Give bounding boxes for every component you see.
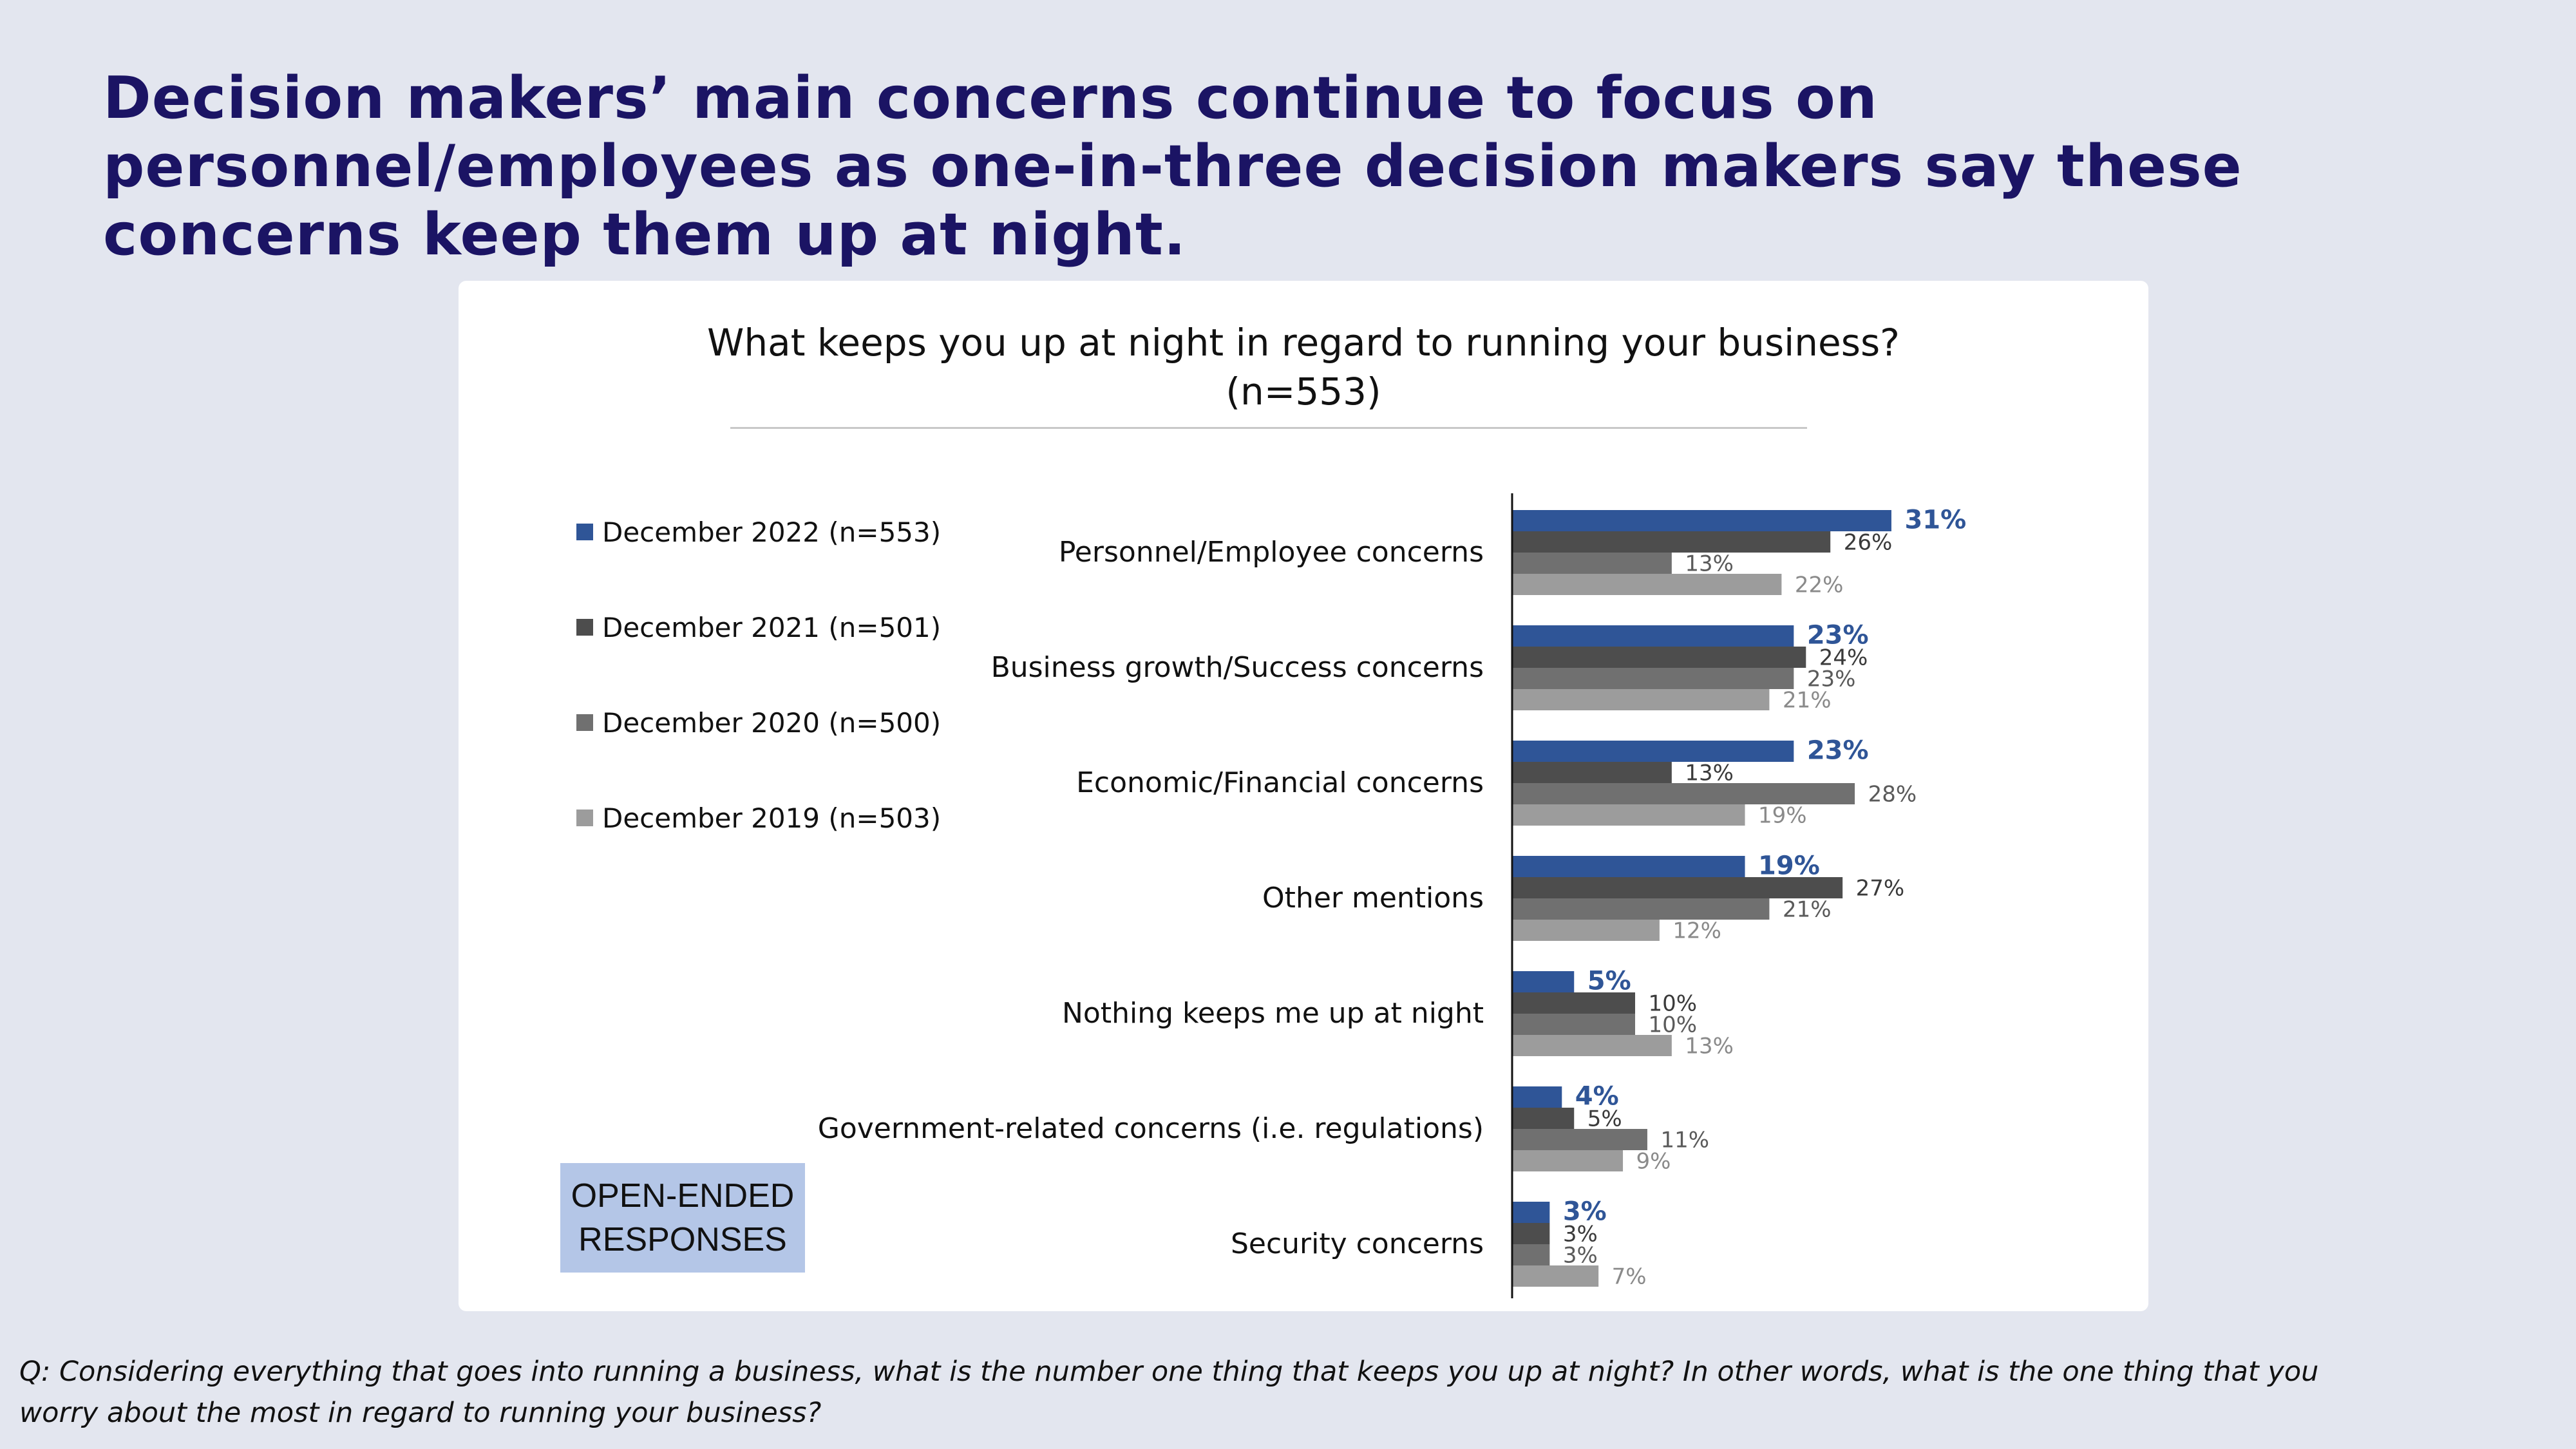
bar [1513, 1035, 1672, 1056]
bar [1513, 971, 1575, 992]
data-label: 13% [1685, 1034, 1734, 1059]
legend-item: December 2020 (n=500) [576, 707, 941, 739]
bar [1513, 647, 1806, 668]
data-label: 13% [1685, 551, 1734, 577]
data-label: 5% [1587, 967, 1631, 996]
legend-swatch [576, 714, 593, 731]
bar [1513, 1086, 1562, 1108]
bar [1513, 1150, 1624, 1171]
data-label: 13% [1685, 761, 1734, 786]
question-footnote: Q: Considering everything that goes into… [19, 1356, 2319, 1429]
bar [1513, 1129, 1647, 1150]
data-label: 5% [1587, 1106, 1622, 1132]
bar [1513, 783, 1855, 804]
legend-item: December 2021 (n=501) [576, 612, 941, 644]
bar [1513, 531, 1831, 553]
data-label: 27% [1856, 876, 1905, 902]
data-label: 11% [1660, 1128, 1709, 1153]
bar [1513, 553, 1672, 574]
category-label: Economic/Financial concerns [1076, 766, 1484, 799]
legend-item: December 2022 (n=553) [576, 516, 941, 549]
legend-label: December 2019 (n=503) [602, 802, 942, 834]
bar [1513, 1244, 1550, 1265]
data-label: 24% [1819, 645, 1868, 671]
data-label: 28% [1868, 782, 1917, 808]
chart-title-block: What keeps you up at night in regard to … [459, 318, 2148, 416]
data-label: 19% [1758, 803, 1807, 829]
data-label: 23% [1807, 736, 1869, 766]
legend-label: December 2021 (n=501) [602, 612, 942, 643]
bar [1513, 625, 1794, 647]
bar [1513, 574, 1782, 595]
data-label: 23% [1807, 621, 1869, 650]
chart-card: What keeps you up at night in regard to … [459, 281, 2148, 1311]
badge-line-1: OPEN-ENDED [571, 1177, 795, 1215]
bar [1513, 668, 1794, 689]
data-label: 21% [1783, 688, 1832, 714]
bar [1513, 762, 1672, 783]
chart-title: What keeps you up at night in regard to … [707, 321, 1900, 365]
data-label: 26% [1844, 530, 1893, 556]
legend-swatch [576, 524, 593, 540]
legend-swatch [576, 810, 593, 826]
data-label: 23% [1807, 667, 1856, 692]
data-label: 21% [1783, 897, 1832, 923]
category-labels: Personnel/Employee concerns Business grow… [459, 281, 1484, 1311]
data-label: 3% [1563, 1222, 1598, 1247]
data-label: 3% [1563, 1197, 1607, 1227]
category-label: Security concerns [1230, 1227, 1484, 1260]
bar [1513, 804, 1745, 826]
bar [1513, 1223, 1550, 1244]
data-label: 31% [1904, 506, 1966, 535]
data-label: 22% [1795, 573, 1844, 598]
bar-chart-plot: 31%26%13%22%23%24%23%21%23%13%28%19%19%2… [1511, 493, 1966, 1298]
data-label: 10% [1649, 991, 1698, 1017]
bar [1513, 1108, 1575, 1129]
category-label: Government-related concerns (i.e. regula… [817, 1112, 1484, 1145]
bar [1513, 1014, 1635, 1035]
bar [1513, 856, 1745, 877]
bar [1513, 877, 1843, 898]
bar [1513, 741, 1794, 762]
category-label: Business growth/Success concerns [990, 651, 1484, 684]
data-label: 3% [1563, 1243, 1598, 1269]
data-label: 9% [1636, 1149, 1671, 1175]
data-label: 4% [1575, 1082, 1619, 1112]
legend-swatch [576, 619, 593, 636]
bar [1513, 510, 1891, 531]
bar [1513, 992, 1635, 1014]
badge-line-2: RESPONSES [578, 1221, 787, 1258]
legend-label: December 2020 (n=500) [602, 707, 942, 739]
bar [1513, 898, 1770, 920]
open-ended-badge: OPEN-ENDED RESPONSES [560, 1163, 805, 1273]
data-label: 7% [1612, 1264, 1647, 1290]
data-label: 12% [1672, 918, 1721, 944]
chart-subtitle: (n=553) [1226, 370, 1381, 413]
legend-label: December 2022 (n=553) [602, 516, 942, 548]
legend-item: December 2019 (n=503) [576, 802, 941, 835]
title-divider [730, 427, 1807, 429]
bar [1513, 920, 1660, 941]
page-headline: Decision makers’ main concerns continue … [103, 64, 2242, 269]
data-label: 19% [1758, 851, 1820, 881]
bar [1513, 1265, 1599, 1287]
category-label: Other mentions [1262, 882, 1484, 914]
category-label: Nothing keeps me up at night [1062, 997, 1484, 1030]
data-label: 10% [1649, 1012, 1698, 1038]
category-label: Personnel/Employee concerns [1058, 536, 1484, 569]
bar [1513, 689, 1770, 710]
bar [1513, 1202, 1550, 1223]
